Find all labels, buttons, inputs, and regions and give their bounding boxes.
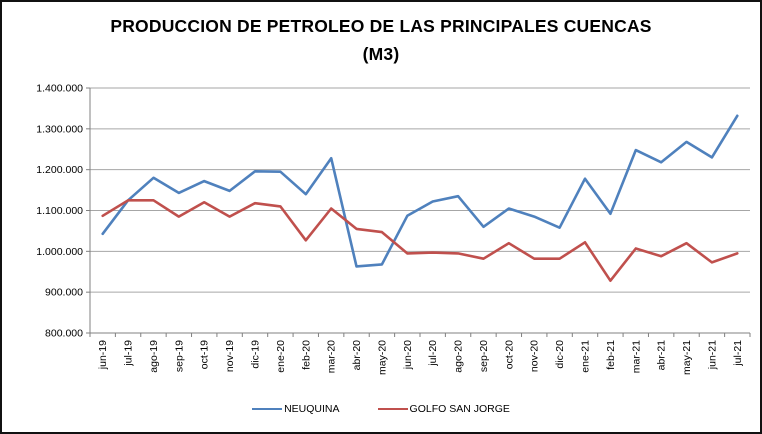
x-axis-tick-label: mar-21 [630,340,642,373]
x-axis-tick-label: dic-19 [250,340,262,369]
legend-label-neuquina: NEUQUINA [284,403,340,415]
legend-line-sample-red [377,407,408,411]
chart-title-line2: (M3) [362,44,400,64]
x-axis-tick-label: jun-19 [97,340,109,370]
chart-legend: NEUQUINA GOLFO SAN JORGE [2,403,760,415]
x-axis-tick-label: ene-21 [580,340,592,373]
y-axis-tick-label: 1.400.000 [36,83,83,95]
x-axis-tick-label: dic-20 [554,340,566,369]
x-axis-tick-label: abr-20 [351,340,363,371]
y-axis-tick-label: 1.100.000 [36,205,83,217]
x-axis-tick-label: nov-20 [529,340,541,372]
y-axis-tick-label: 1.200.000 [36,164,83,176]
x-axis-tick-label: ago-19 [148,340,160,373]
x-axis-tick-label: ene-20 [275,340,287,373]
x-axis-tick-label: oct-19 [199,340,211,369]
y-axis-tick-label: 1.300.000 [36,123,83,135]
x-axis-tick-label: may-20 [376,340,388,375]
x-axis-tick-label: jul-19 [123,340,135,367]
x-axis-tick-label: jun-21 [706,340,718,370]
x-axis-tick-label: nov-19 [224,340,236,372]
series-line-neuquina [101,114,739,268]
x-axis-tick-label: sep-19 [173,340,185,372]
x-axis-tick-label: ago-20 [453,340,465,373]
legend-item-neuquina: NEUQUINA [252,403,340,415]
x-axis-tick-label: jun-20 [402,340,414,370]
y-axis-tick-label: 900.000 [45,287,83,299]
chart-title-line1: PRODUCCION DE PETROLEO DE LAS PRINCIPALE… [110,16,652,36]
x-axis-tick-label: oct-20 [503,340,515,369]
x-axis-tick-label: sep-20 [478,340,490,372]
chart-title: PRODUCCION DE PETROLEO DE LAS PRINCIPALE… [2,12,760,68]
y-axis-tick-label: 800.000 [45,328,83,340]
x-axis-tick-label: jul-20 [427,340,439,367]
legend-label-golfo-san-jorge: GOLFO SAN JORGE [409,403,510,415]
legend-line-sample-blue [252,407,283,411]
x-axis-tick-label: jul-21 [732,340,744,367]
y-axis-tick-label: 1.000.000 [36,246,83,258]
series-line-golfo-san-jorge [101,199,739,283]
x-axis-tick-label: abr-21 [656,340,668,371]
x-axis-tick-label: may-21 [681,340,693,375]
x-axis-tick-label: feb-21 [605,340,617,370]
x-axis-tick-label: mar-20 [326,340,338,373]
legend-item-golfo-san-jorge: GOLFO SAN JORGE [377,403,510,415]
x-axis-tick-label: feb-20 [300,340,312,370]
